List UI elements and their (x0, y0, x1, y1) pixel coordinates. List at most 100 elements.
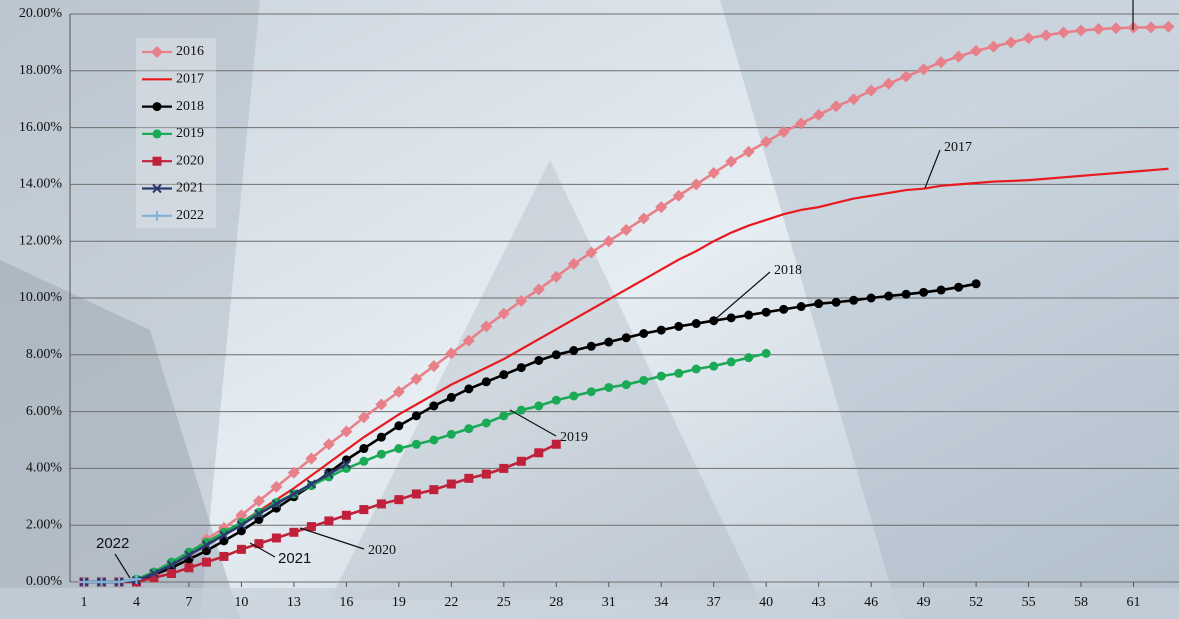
marker (464, 424, 474, 434)
marker (341, 510, 351, 520)
marker (152, 102, 162, 112)
x-tick-label: 49 (917, 595, 931, 610)
marker (744, 353, 754, 363)
marker (1145, 21, 1158, 34)
marker (900, 70, 913, 83)
x-tick-label: 46 (864, 595, 878, 610)
building (0, 260, 240, 619)
marker (235, 509, 248, 522)
marker (152, 129, 162, 139)
marker (987, 40, 1000, 53)
marker (359, 456, 369, 466)
marker (1022, 32, 1035, 45)
marker (359, 505, 369, 515)
marker (252, 495, 265, 508)
marker (481, 418, 491, 428)
legend-label: 2018 (176, 99, 204, 114)
marker (621, 380, 631, 390)
marker (726, 357, 736, 367)
marker (445, 347, 458, 360)
annotation: 2018 (774, 263, 802, 278)
marker (901, 289, 911, 299)
marker (499, 411, 509, 421)
marker (446, 479, 456, 489)
marker (270, 480, 283, 493)
marker (707, 167, 720, 180)
marker (201, 540, 212, 550)
marker (882, 77, 895, 90)
marker (795, 117, 808, 130)
marker (551, 350, 561, 360)
marker (725, 155, 738, 168)
marker (849, 295, 859, 305)
marker (637, 212, 650, 225)
marker (532, 283, 545, 296)
marker (952, 50, 965, 63)
marker (357, 411, 370, 424)
marker (394, 495, 404, 505)
marker (411, 489, 421, 499)
marker (516, 405, 526, 415)
x-tick-label: 55 (1022, 595, 1036, 610)
annotation: 2022 (96, 535, 129, 552)
x-tick-label: 37 (707, 595, 721, 610)
marker (429, 401, 439, 411)
marker (481, 469, 491, 479)
marker (271, 499, 282, 509)
marker (499, 370, 509, 380)
marker (777, 125, 790, 138)
marker (865, 84, 878, 97)
marker (324, 469, 334, 479)
axis-band (0, 588, 1179, 619)
marker (534, 401, 544, 411)
series-line (83, 577, 137, 584)
x-tick-label: 19 (392, 595, 406, 610)
legend-label: 2022 (176, 208, 204, 223)
leader-line (509, 409, 557, 437)
x-tick-label: 10 (234, 595, 248, 610)
series-line (83, 282, 977, 584)
marker (639, 375, 649, 385)
marker (761, 348, 771, 358)
marker (410, 372, 423, 385)
marker (340, 425, 353, 438)
y-tick-label: 0.00% (26, 574, 63, 589)
marker (341, 459, 352, 469)
x-tick-label: 61 (1127, 595, 1141, 610)
marker (761, 307, 771, 317)
annotation: 2020 (368, 543, 396, 558)
marker (919, 287, 929, 297)
marker (742, 145, 755, 158)
marker (427, 360, 440, 373)
marker (884, 291, 894, 301)
marker (96, 577, 107, 587)
marker (970, 44, 983, 57)
marker (236, 544, 246, 554)
x-tick-label: 52 (969, 595, 983, 610)
building (720, 0, 1179, 619)
marker (586, 387, 596, 397)
marker (534, 355, 544, 365)
x-tick-label: 25 (497, 595, 511, 610)
y-tick-label: 4.00% (26, 461, 63, 476)
x-tick-label: 43 (812, 595, 826, 610)
legend-label: 2019 (176, 126, 204, 141)
marker (411, 439, 421, 449)
marker (219, 551, 229, 561)
marker (690, 178, 703, 191)
marker (1040, 29, 1053, 42)
marker (796, 302, 806, 312)
marker (551, 439, 561, 449)
x-tick-label: 1 (80, 595, 87, 610)
y-tick-label: 14.00% (19, 177, 63, 192)
marker (152, 183, 162, 194)
x-tick-label: 31 (602, 595, 616, 610)
marker (639, 329, 649, 338)
marker (78, 577, 89, 587)
legend-label: 2017 (176, 72, 204, 87)
x-tick-label: 7 (185, 595, 192, 610)
y-tick-label: 12.00% (19, 233, 63, 248)
marker (464, 384, 474, 394)
marker (674, 321, 684, 331)
marker (446, 392, 456, 402)
